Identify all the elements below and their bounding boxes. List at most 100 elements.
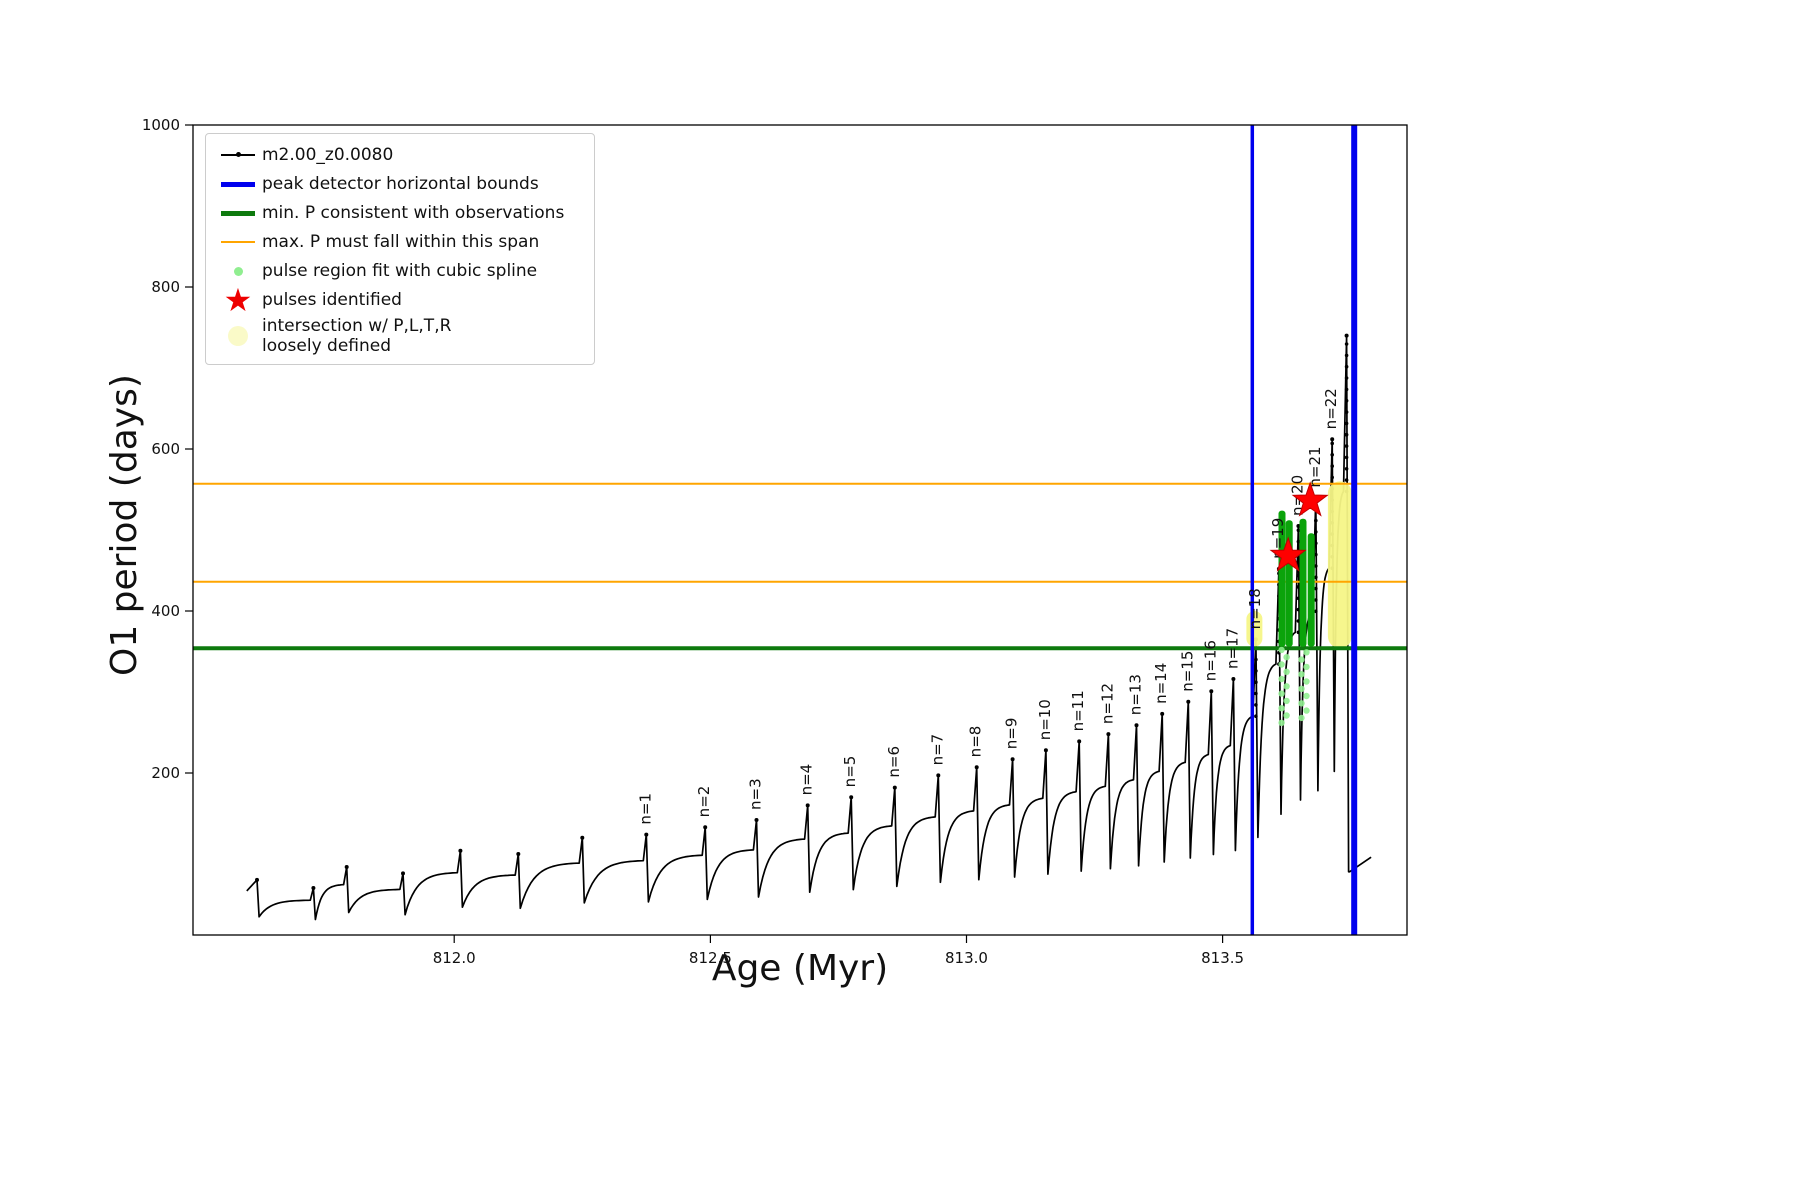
legend-item-pulses: ★ pulses identified	[214, 284, 586, 316]
pulse-region-bar	[1299, 518, 1307, 647]
spike-dot	[1330, 441, 1334, 446]
legend-label: intersection w/ P,L,T,R loosely defined	[262, 316, 452, 357]
spike-dot	[1344, 398, 1349, 403]
legend-label: pulses identified	[262, 289, 402, 310]
pulse-label: n=19	[1269, 518, 1287, 559]
legend-item-intersection: intersection w/ P,L,T,R loosely defined	[214, 316, 586, 356]
legend-label: m2.00_z0.0080	[262, 144, 394, 165]
spike-dot	[1254, 669, 1258, 673]
pulse-peak-dot	[754, 818, 759, 822]
pulse-label: n=3	[747, 778, 765, 810]
pulse-peak-dot	[1231, 677, 1236, 681]
spike-dot	[1344, 444, 1349, 448]
legend-item-max-P: max. P must fall within this span	[214, 229, 586, 255]
pulse-peak-dot	[892, 785, 897, 790]
spike-dot	[1314, 586, 1318, 591]
spike-dot	[1314, 530, 1318, 534]
spike-dot	[1344, 467, 1349, 471]
spike-dot	[1330, 464, 1334, 468]
plot-frame	[192, 124, 1408, 936]
intersection-region	[1246, 611, 1263, 647]
pulse-peak-dot	[936, 773, 941, 778]
y-axis-label: O1 period (days)	[104, 374, 145, 676]
intersection-region	[1327, 481, 1352, 649]
spike-dot	[1314, 564, 1318, 568]
pulse-label: n=10	[1036, 699, 1054, 740]
spline-fit-dot	[1303, 678, 1310, 685]
series-line-dot-marker	[214, 152, 262, 157]
y-tick-label: 400	[151, 602, 180, 620]
spike-dot	[1254, 691, 1258, 696]
pulse-label: n=9	[1003, 718, 1021, 750]
pulse-peak-dot	[1077, 739, 1082, 744]
spike-dot	[1296, 585, 1301, 589]
x-tick-label: 812.5	[689, 949, 732, 967]
y-tick-label: 600	[151, 440, 180, 458]
pulse-label: n=13	[1127, 674, 1145, 715]
legend-item-series: m2.00_z0.0080	[214, 142, 586, 168]
pulse-label: n=12	[1098, 683, 1116, 724]
pulse-label: n=17	[1223, 628, 1241, 669]
spline-fit-dot	[1278, 675, 1285, 683]
spike-dot	[1314, 552, 1318, 557]
spike-dot	[1296, 630, 1301, 635]
spike-dot	[1344, 353, 1349, 358]
pulse-peak-dot	[344, 865, 349, 869]
spike-dot	[1344, 410, 1349, 414]
spline-fit-dot	[1298, 685, 1305, 692]
spike-dot	[1344, 364, 1349, 369]
pulse-peak-dot	[1209, 689, 1214, 694]
spike-dot	[1344, 421, 1349, 426]
spline-fit-dot	[1283, 712, 1290, 719]
spline-fit-dot	[1303, 663, 1310, 671]
pulse-label: n=15	[1178, 651, 1196, 692]
pulse-peak-dot	[516, 852, 521, 856]
legend-item-spline: pulse region fit with cubic spline	[214, 258, 586, 284]
pulse-peak-dot	[805, 803, 810, 808]
x-tick-label: 813.0	[945, 949, 988, 967]
spike-dot	[1344, 478, 1349, 482]
pulse-peak-dot	[1010, 757, 1015, 762]
pulse-label: n=11	[1069, 690, 1087, 731]
pulse-label: n=8	[967, 726, 985, 758]
spike-dot	[1296, 619, 1301, 623]
pulse-region-bar	[1307, 533, 1315, 647]
legend: m2.00_z0.0080 peak detector horizontal b…	[205, 133, 595, 366]
yellow-dot-marker	[214, 326, 262, 347]
spline-fit-dot	[1278, 705, 1285, 712]
x-tick-label: 812.0	[433, 949, 476, 967]
spline-fit-dot	[1283, 668, 1290, 675]
pulse-region-bar	[1278, 510, 1286, 647]
pulse-peak-dot	[1330, 437, 1335, 442]
spline-fit-dot	[1278, 646, 1285, 654]
spline-fit-dot	[1278, 719, 1285, 726]
spike-dot	[1314, 541, 1318, 546]
y-tick-label: 1000	[142, 116, 180, 134]
spike-dot	[1314, 575, 1318, 580]
spline-fit-dot	[1278, 661, 1285, 668]
pulse-label: n=16	[1201, 640, 1219, 681]
spike-dot	[1296, 528, 1301, 532]
spline-fit-dot	[1278, 690, 1285, 697]
legend-label: pulse region fit with cubic spline	[262, 260, 538, 281]
pulse-label: n=2	[695, 786, 713, 818]
spike-dot	[1344, 455, 1349, 460]
series-curve	[246, 334, 1372, 921]
pulse-peak-dot	[1186, 699, 1191, 704]
spline-fit-dot	[1283, 697, 1290, 705]
pulse-label: n=22	[1322, 388, 1340, 429]
pulse-peak-dot	[644, 832, 649, 837]
spike-dot	[1344, 432, 1349, 437]
pulse-label: n=1	[636, 793, 654, 825]
pulse-label: n=7	[928, 734, 946, 766]
pulse-peak-dot	[1344, 333, 1349, 338]
spike-dot	[1330, 453, 1334, 457]
spike-dot	[1314, 609, 1318, 614]
spline-fit-dot	[1298, 671, 1305, 678]
legend-label: peak detector horizontal bounds	[262, 173, 539, 194]
pulse-peak-dot	[458, 848, 463, 853]
spike-dot	[1330, 475, 1334, 480]
pulse-label: n=21	[1306, 446, 1324, 487]
